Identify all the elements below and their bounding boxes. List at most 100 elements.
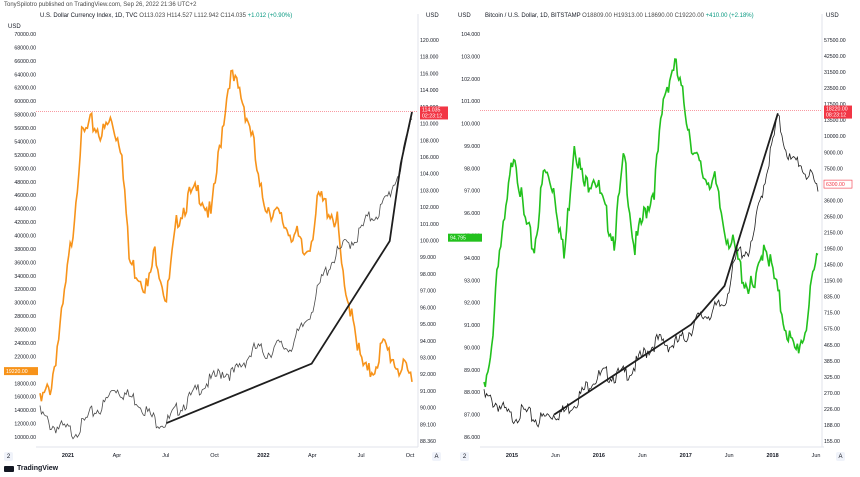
x-axis-tick-label: 2016 — [593, 453, 605, 459]
right-axis-tick-label: 2150.00 — [824, 230, 843, 236]
left-axis-tick-label: 93.000 — [464, 278, 480, 284]
left-axis-tick-label: 10000.00 — [14, 435, 36, 441]
left-axis-tick-label: 92.000 — [464, 301, 480, 307]
left-last-price-tag — [4, 367, 38, 376]
right-axis-tick-label: 1450.00 — [824, 263, 843, 269]
x-axis-tick-label: Jul — [358, 453, 365, 459]
right-axis-tick-label: 106.000 — [420, 155, 439, 161]
right-axis-tick-label: 226.00 — [824, 407, 840, 413]
left-axis-tick-label: 104.000 — [461, 32, 480, 38]
left-axis-tick-label: 94.000 — [464, 256, 480, 262]
left-axis-tick-label: 103.000 — [461, 54, 480, 60]
right-axis-tick-label: 270.00 — [824, 391, 840, 397]
right-axis-tick-label: 97.000 — [420, 289, 436, 295]
right-axis-tick-label: 108.000 — [420, 138, 439, 144]
right-auto-scale-button[interactable]: A — [836, 452, 845, 461]
right-axis-tick-label: 99.000 — [420, 255, 436, 261]
left-last-price-label: 94.795 — [450, 236, 466, 242]
left-date-range-button[interactable]: 2 — [4, 452, 13, 461]
right-axis-tick-label: 102.000 — [420, 205, 439, 211]
right-last-price-tag — [824, 105, 852, 119]
footer-brand: TradingView — [17, 465, 59, 472]
left-axis-tick-label: 54000.00 — [14, 139, 36, 145]
series-line-btcusd — [483, 113, 819, 428]
right-axis-tick-label: 188.00 — [824, 423, 840, 429]
right-axis-tick-label: 575.00 — [824, 327, 840, 333]
right-axis-tick-label: 100.000 — [420, 239, 439, 245]
right-pane-left-unit: USD — [458, 13, 471, 19]
left-axis-tick-label: 22000.00 — [14, 354, 36, 360]
left-axis-tick-label: 97.000 — [464, 189, 480, 195]
left-axis-tick-label: 56000.00 — [14, 126, 36, 132]
left-pane-title: U.S. Dollar Currency Index, 1D, TVC O113… — [40, 13, 292, 19]
left-axis-tick-label: 24000.00 — [14, 341, 36, 347]
right-axis-tick-label: 9000.00 — [824, 150, 843, 156]
left-axis-tick-label: 26000.00 — [14, 328, 36, 334]
right-axis-tick-label: 92.000 — [420, 372, 436, 378]
left-pane-right-unit: USD — [426, 13, 439, 19]
trendline — [166, 111, 413, 424]
left-axis-tick-label: 68000.00 — [14, 45, 36, 51]
left-axis-tick-label: 40000.00 — [14, 234, 36, 240]
right-axis-tick-label: 17500.00 — [824, 102, 846, 108]
left-axis-tick-label: 89.000 — [464, 368, 480, 374]
right-axis-tick-label: 104.000 — [420, 172, 439, 178]
left-pane-left-unit: USD — [8, 24, 21, 30]
right-last-price-tag — [420, 106, 448, 120]
left-axis-tick-label: 30000.00 — [14, 301, 36, 307]
left-axis-tick-label: 96.000 — [464, 211, 480, 217]
left-axis-tick-label: 58000.00 — [14, 113, 36, 119]
left-axis-tick-label: 88.000 — [464, 390, 480, 396]
left-last-price-label: 19220.00 — [6, 369, 28, 375]
x-axis-tick-label: 2021 — [62, 453, 74, 459]
right-axis-tick-label: 23500.00 — [824, 86, 846, 92]
left-axis-tick-label: 66000.00 — [14, 59, 36, 65]
right-axis-tick-label: 91.000 — [420, 389, 436, 395]
right-axis-tick-label: 98.000 — [420, 272, 436, 278]
left-axis-tick-label: 91.000 — [464, 323, 480, 329]
series-line-dxy — [483, 58, 819, 388]
trendline — [553, 113, 779, 416]
right-axis-tick-label: 10000.00 — [824, 134, 846, 140]
right-chart[interactable]: 104.000 103.000 102.000 101.000 100.000 99.00… — [448, 14, 853, 459]
left-change: +1.012 (+0.90%) — [247, 13, 293, 19]
left-symbol-title: U.S. Dollar Currency Index, 1D, TVC — [40, 13, 138, 19]
right-axis-tick-label: 57500.00 — [824, 38, 846, 44]
right-axis-tick-label: 120.000 — [420, 38, 439, 44]
left-axis-tick-label: 18000.00 — [14, 381, 36, 387]
left-axis-tick-label: 12000.00 — [14, 422, 36, 428]
right-axis-tick-label: 1950.00 — [824, 247, 843, 253]
left-auto-scale-button[interactable]: A — [432, 452, 441, 461]
left-axis-tick-label: 50000.00 — [14, 166, 36, 172]
right-axis-tick-label: 325.00 — [824, 375, 840, 381]
x-axis-tick-label: Jun — [812, 453, 821, 459]
left-axis-tick-label: 64000.00 — [14, 72, 36, 78]
left-axis-tick-label: 100.000 — [461, 122, 480, 128]
x-axis-tick-label: 2015 — [506, 453, 518, 459]
right-axis-tick-label: 2650.00 — [824, 214, 843, 220]
right-axis-tick-label: 90.000 — [420, 406, 436, 412]
left-axis-tick-label: 99.000 — [464, 144, 480, 150]
x-axis-tick-label: 2018 — [766, 453, 778, 459]
right-axis-tick-label: 96.000 — [420, 305, 436, 311]
x-axis-tick-label: Apr — [308, 453, 317, 459]
left-axis-tick-label: 101.000 — [461, 99, 480, 105]
left-axis-tick-label: 102.000 — [461, 77, 480, 83]
x-axis-tick-label: Jun — [551, 453, 560, 459]
series-line-dxy — [39, 118, 413, 440]
x-axis-tick-label: Jul — [162, 453, 169, 459]
left-axis-tick-label: 90.000 — [464, 345, 480, 351]
left-axis-tick-label: 38000.00 — [14, 247, 36, 253]
right-ohlc: O18809.00 H19313.00 L18690.00 C19220.00 — [582, 13, 704, 19]
right-axis-tick-label: 116.000 — [420, 71, 438, 77]
right-symbol-title: Bitcoin / U.S. Dollar, 1D, BITSTAMP — [485, 13, 581, 19]
x-axis-tick-label: 2022 — [257, 453, 269, 459]
right-last-price-label: 18220.00 — [826, 107, 848, 113]
right-axis-tick-label: 42500.00 — [824, 54, 846, 60]
right-axis-tick-label: 118.000 — [420, 55, 438, 61]
left-chart[interactable]: 70000.00 68000.00 66000.00 64000.00 62000.00… — [4, 14, 448, 459]
right-axis-tick-label: 3600.00 — [824, 198, 843, 204]
right-date-range-button[interactable]: 2 — [460, 452, 469, 461]
left-axis-tick-label: 70000.00 — [14, 32, 36, 38]
